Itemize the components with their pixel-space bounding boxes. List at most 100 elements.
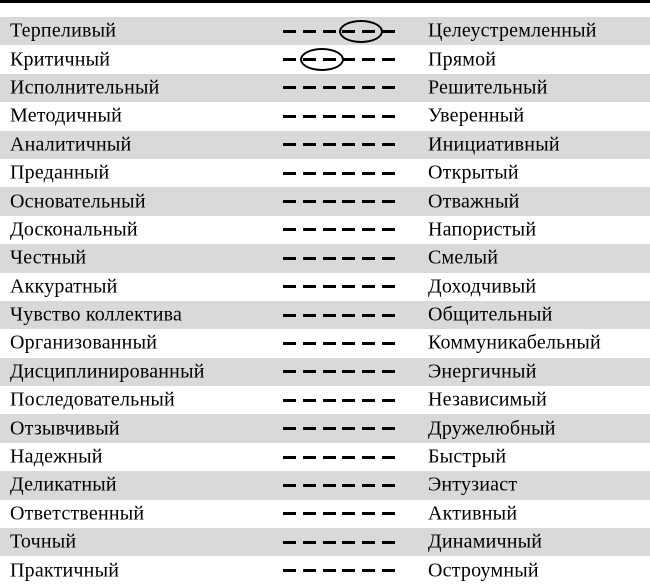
scale-dash[interactable] [342,171,356,175]
scale-dash[interactable] [302,427,316,431]
scale-dash[interactable] [322,86,336,90]
scale-dash[interactable] [322,427,336,431]
scale-dash[interactable] [302,540,316,544]
scale-dash[interactable] [342,114,356,118]
scale-dash[interactable] [381,29,395,33]
scale-dash[interactable] [381,285,395,289]
scale-dash[interactable] [381,228,395,232]
scale-dash[interactable] [283,370,296,374]
scale-dash[interactable] [362,143,376,147]
scale-dash[interactable] [283,540,296,544]
scale-dash[interactable] [381,398,395,402]
scale-dash[interactable] [302,256,316,260]
scale-dash[interactable] [283,483,296,487]
rating-scale[interactable] [283,131,395,159]
scale-dash[interactable] [342,370,356,374]
scale-dash[interactable] [381,114,395,118]
scale-dash[interactable] [381,171,395,175]
scale-dash[interactable] [381,341,395,345]
scale-dash[interactable] [342,200,356,204]
rating-scale[interactable] [283,273,395,301]
scale-dash[interactable] [302,370,316,374]
scale-dash[interactable] [302,313,316,317]
scale-dash[interactable] [342,86,356,90]
rating-scale[interactable] [283,45,395,73]
scale-dash[interactable] [302,398,316,402]
scale-dash[interactable] [302,171,316,175]
scale-dash[interactable] [342,285,356,289]
scale-dash[interactable] [362,86,376,90]
scale-dash[interactable] [322,398,336,402]
scale-dash[interactable] [362,427,376,431]
scale-dash[interactable] [381,427,395,431]
scale-dash[interactable] [283,341,296,345]
scale-dash[interactable] [362,540,376,544]
scale-dash[interactable] [381,569,395,573]
scale-dash[interactable] [283,200,296,204]
scale-dash[interactable] [342,143,356,147]
scale-dash[interactable] [322,540,336,544]
scale-dash[interactable] [381,455,395,459]
rating-scale[interactable] [283,329,395,357]
rating-scale[interactable] [283,358,395,386]
scale-dash[interactable] [302,143,316,147]
scale-dash[interactable] [342,398,356,402]
rating-scale[interactable] [283,556,395,584]
scale-dash[interactable] [302,341,316,345]
rating-scale[interactable] [283,244,395,272]
scale-dash[interactable] [362,171,376,175]
scale-dash[interactable] [342,228,356,232]
scale-dash[interactable] [283,569,296,573]
scale-dash[interactable] [283,285,296,289]
rating-scale[interactable] [283,216,395,244]
rating-scale[interactable] [283,528,395,556]
rating-scale[interactable] [283,301,395,329]
scale-dash[interactable] [362,256,376,260]
scale-dash[interactable] [362,200,376,204]
scale-dash[interactable] [322,370,336,374]
scale-dash[interactable] [283,256,296,260]
rating-scale[interactable] [283,187,395,215]
scale-dash[interactable] [302,285,316,289]
scale-dash[interactable] [283,114,296,118]
scale-dash[interactable] [283,228,296,232]
scale-dash[interactable] [342,58,356,62]
rating-scale[interactable] [283,102,395,130]
scale-dash[interactable] [302,29,316,33]
scale-dash[interactable] [342,455,356,459]
scale-dash[interactable] [342,313,356,317]
scale-dash[interactable] [362,341,376,345]
scale-dash[interactable] [322,200,336,204]
scale-dash[interactable] [322,512,336,516]
scale-dash[interactable] [362,512,376,516]
scale-dash[interactable] [322,171,336,175]
scale-dash[interactable] [342,569,356,573]
scale-dash[interactable] [322,341,336,345]
scale-dash[interactable] [322,228,336,232]
scale-dash[interactable] [362,483,376,487]
scale-dash[interactable] [322,29,336,33]
scale-dash[interactable] [322,114,336,118]
scale-dash[interactable] [283,171,296,175]
scale-dash[interactable] [342,427,356,431]
scale-dash[interactable] [381,313,395,317]
scale-dash[interactable] [283,29,296,33]
scale-dash[interactable] [302,86,316,90]
scale-dash[interactable] [342,341,356,345]
scale-dash[interactable] [283,455,296,459]
rating-scale[interactable] [283,500,395,528]
scale-dash[interactable] [302,200,316,204]
scale-dash[interactable] [362,398,376,402]
scale-dash[interactable] [381,483,395,487]
scale-dash[interactable] [381,256,395,260]
scale-dash[interactable] [283,313,296,317]
scale-dash[interactable] [283,512,296,516]
scale-dash[interactable] [283,86,296,90]
scale-dash[interactable] [362,370,376,374]
scale-dash[interactable] [342,540,356,544]
rating-scale[interactable] [283,386,395,414]
scale-dash[interactable] [322,455,336,459]
scale-dash[interactable] [381,143,395,147]
scale-dash[interactable] [302,114,316,118]
rating-scale[interactable] [283,443,395,471]
